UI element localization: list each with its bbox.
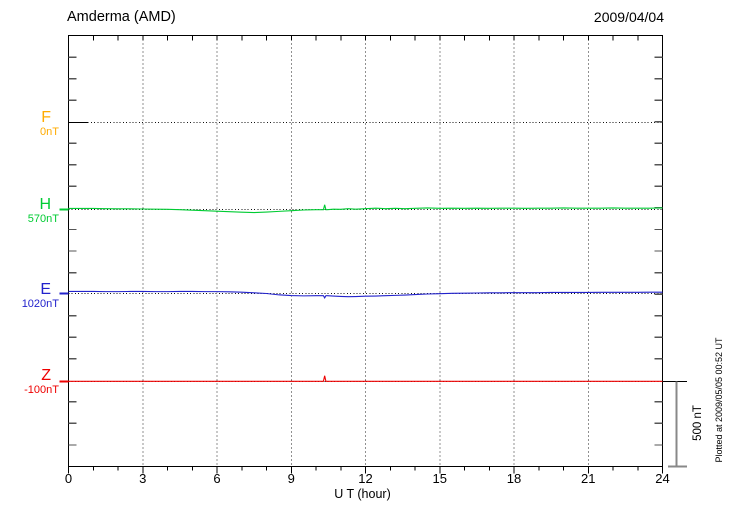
scale-bar-label: 500 nT xyxy=(692,405,704,441)
x-tick-label: 3 xyxy=(139,471,146,486)
trace-label-Z: Z -100nT xyxy=(0,367,59,397)
trace-label-F: F 0nT xyxy=(0,109,59,139)
trace-letter-H: H xyxy=(39,196,51,213)
trace-letter-E: E xyxy=(40,281,51,298)
trace-baseline-E: 1020nT xyxy=(21,298,59,310)
plotted-at-note: Plotted at 2009/05/05 00:52 UT xyxy=(714,337,724,463)
x-tick-label: 9 xyxy=(288,471,295,486)
x-tick-label: 0 xyxy=(65,471,72,486)
trace-H xyxy=(68,204,663,214)
trace-letter-Z: Z xyxy=(41,367,51,384)
x-tick-label: 24 xyxy=(655,471,669,486)
station-title: Amderma (AMD) xyxy=(67,9,176,25)
x-tick-label: 6 xyxy=(213,471,220,486)
plot-date: 2009/04/04 xyxy=(593,9,664,25)
trace-baseline-H: 570nT xyxy=(27,213,59,225)
trace-baseline-Z: -100nT xyxy=(24,384,59,396)
x-tick-label: 21 xyxy=(581,471,595,486)
trace-E xyxy=(68,290,663,300)
x-tick-label: 15 xyxy=(433,471,447,486)
x-axis-label: U T (hour) xyxy=(334,487,391,501)
trace-label-E: E 1020nT xyxy=(0,281,59,311)
x-tick-label: 18 xyxy=(507,471,521,486)
x-tick-label: 12 xyxy=(358,471,372,486)
trace-baseline-F: 0nT xyxy=(40,126,59,138)
trace-label-H: H 570nT xyxy=(0,196,59,226)
trace-Z xyxy=(68,375,663,382)
trace-letter-F: F xyxy=(41,109,51,126)
